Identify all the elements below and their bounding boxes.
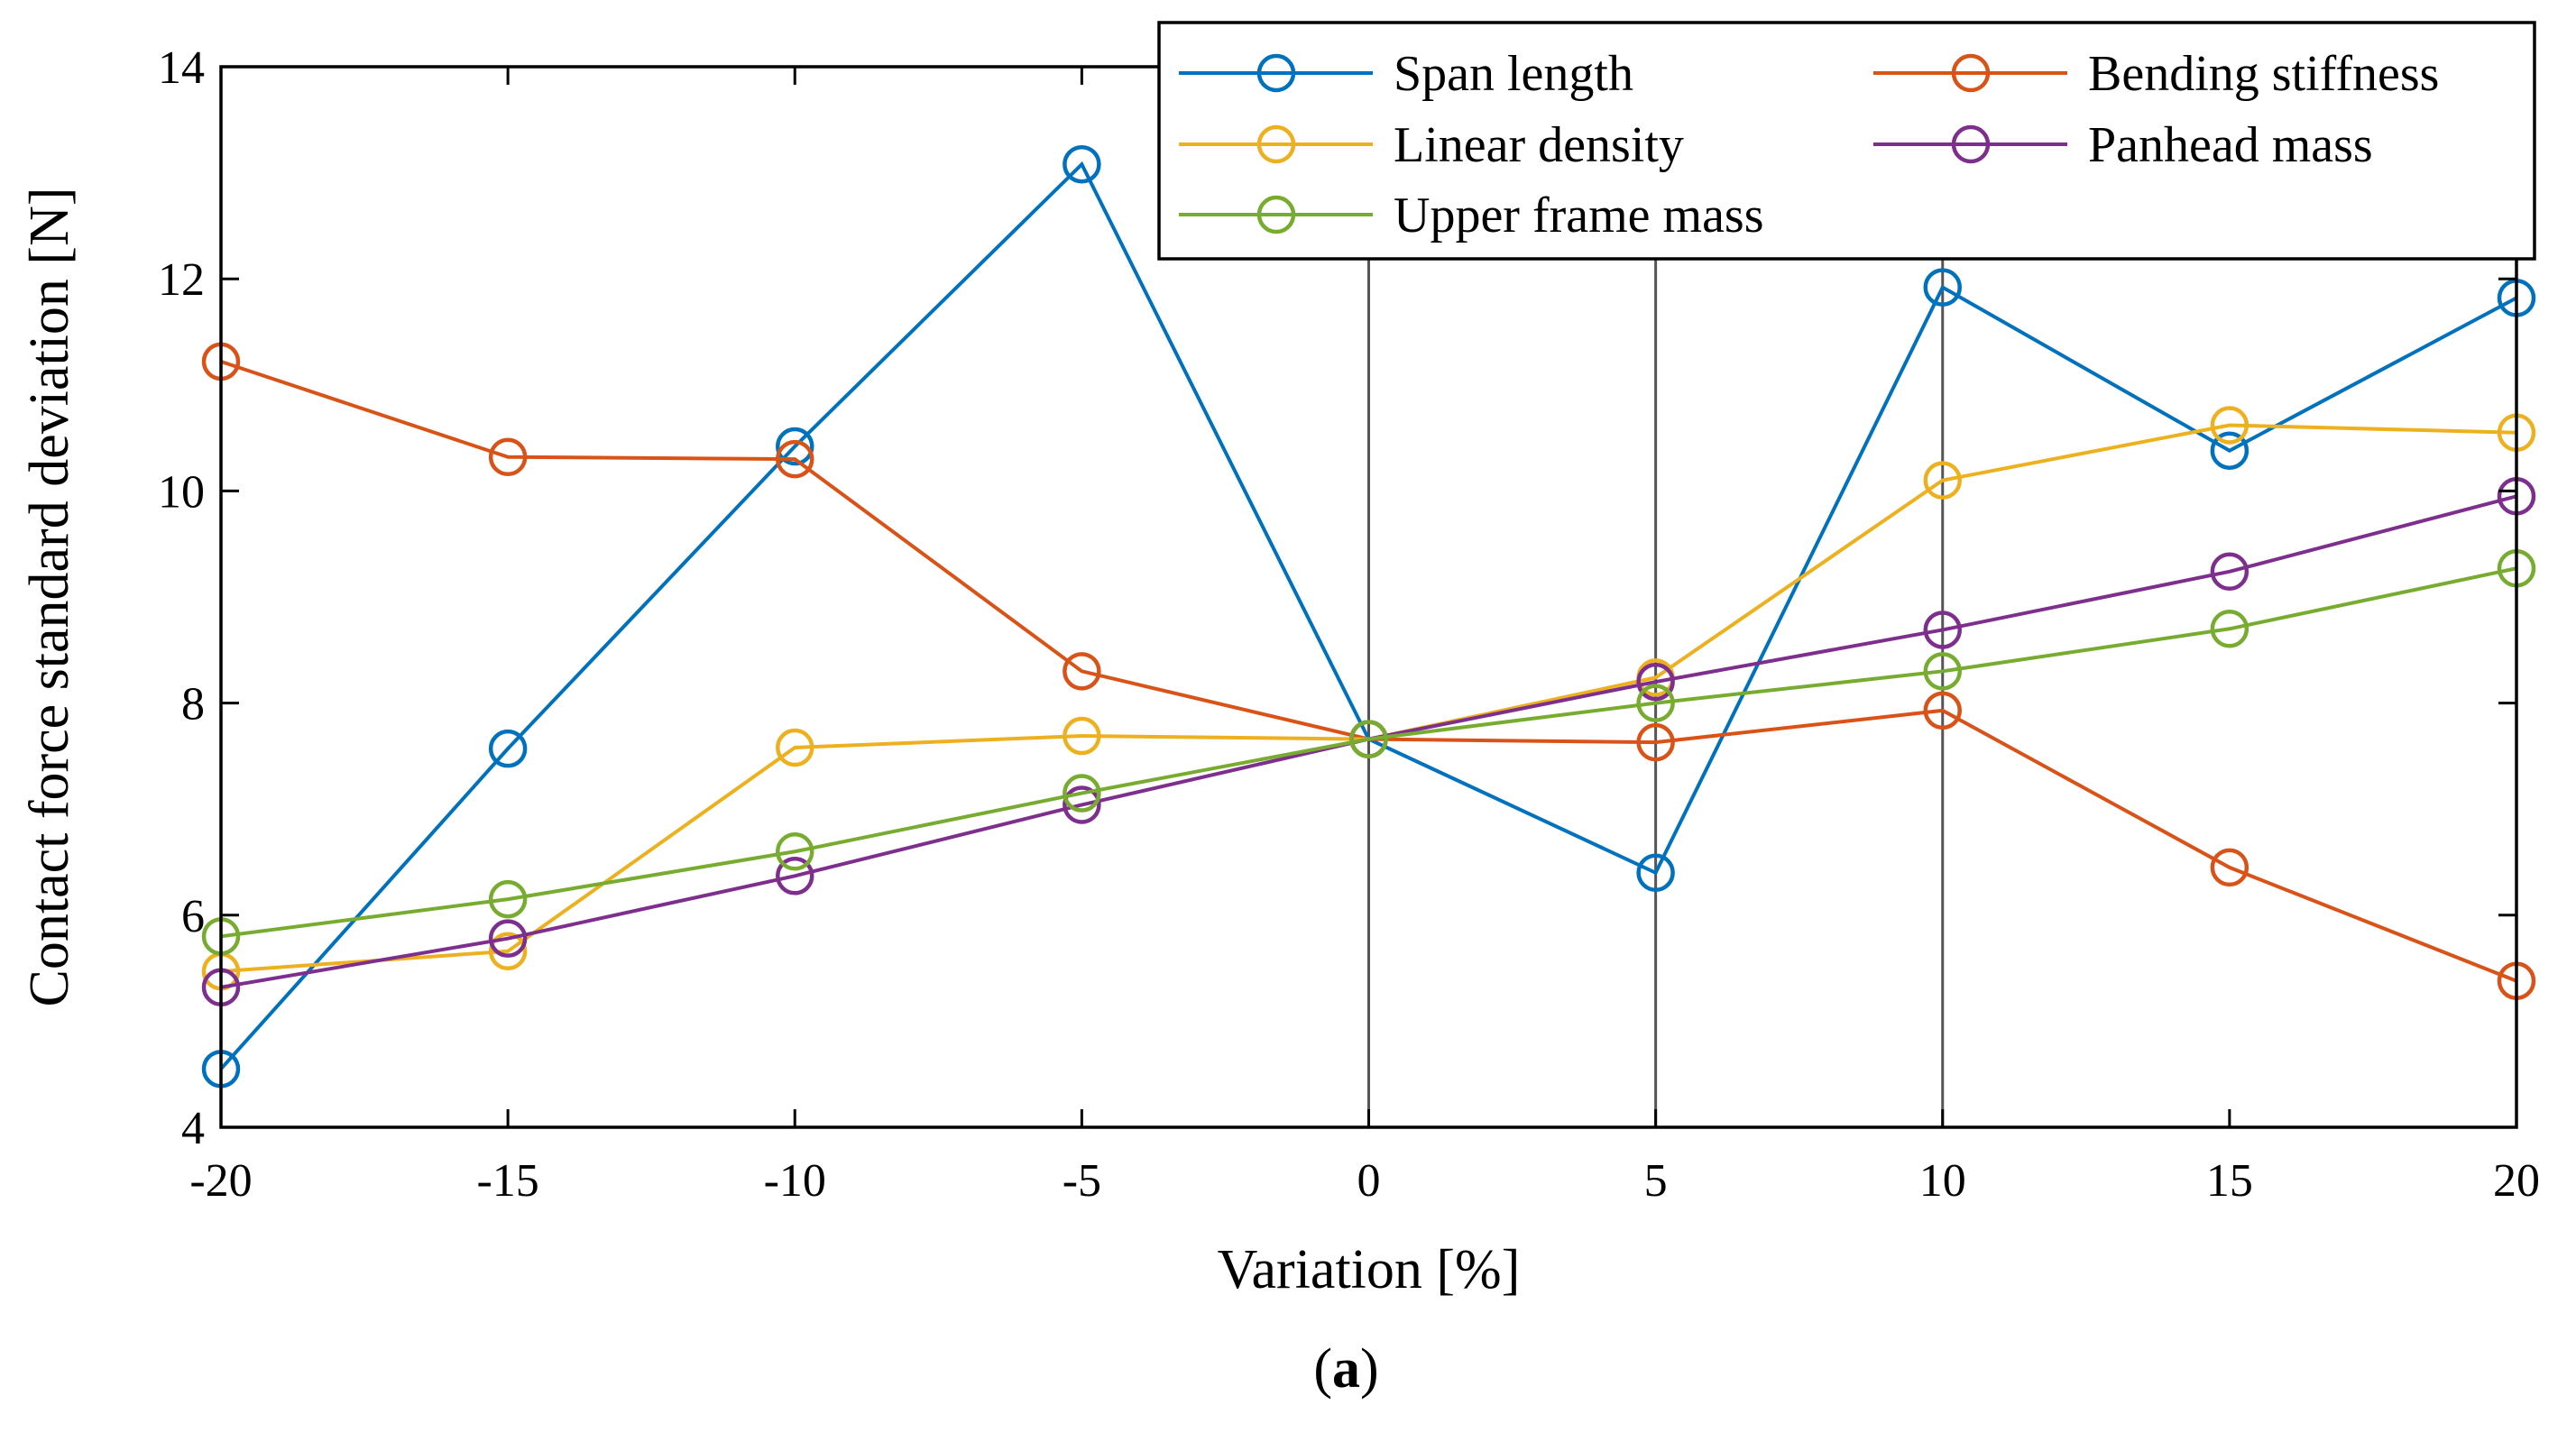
data-point bbox=[488, 919, 528, 958]
legend-swatch-marker bbox=[1256, 53, 1296, 93]
data-point bbox=[2210, 431, 2249, 470]
y-tick-label: 6 bbox=[181, 891, 205, 942]
axes: -20 -15 -10 -5 0 5 10 15 20 4 6 8 10 12 14 bbox=[158, 42, 2540, 1207]
data-point bbox=[488, 879, 528, 919]
data-point bbox=[1063, 144, 1101, 184]
x-tick-label: -10 bbox=[764, 1155, 826, 1207]
x-tick-label: 20 bbox=[2493, 1155, 2540, 1207]
caption-letter: a bbox=[1332, 1338, 1360, 1400]
data-point bbox=[776, 427, 814, 466]
data-point bbox=[1063, 716, 1101, 756]
x-tick-label: 10 bbox=[1919, 1155, 1966, 1207]
axis-labels: Variation [%] Contact force standard dev… bbox=[19, 188, 1520, 1401]
data-series bbox=[201, 144, 2536, 1088]
data-point bbox=[776, 728, 814, 767]
y-tick-label: 10 bbox=[158, 466, 205, 518]
data-point bbox=[2210, 552, 2249, 592]
data-point bbox=[776, 831, 814, 871]
legend-label: Span length bbox=[1394, 46, 1633, 102]
legend-label: Upper frame mass bbox=[1394, 188, 1764, 243]
data-point bbox=[1063, 785, 1101, 824]
series-line bbox=[220, 566, 2517, 939]
data-point bbox=[1923, 268, 1962, 307]
legend-box bbox=[1157, 21, 2536, 261]
data-point bbox=[1923, 611, 1962, 649]
data-point bbox=[488, 932, 528, 971]
caption-open: ( bbox=[1313, 1338, 1332, 1400]
legend-item: Linear density bbox=[1179, 117, 1684, 173]
legend-item: Bending stiffness bbox=[1873, 46, 2439, 102]
legend: Span length Bending stiffness Linear densi… bbox=[1157, 21, 2536, 261]
y-tick-label: 12 bbox=[158, 254, 205, 306]
y-tick-label: 8 bbox=[181, 679, 205, 730]
data-point bbox=[488, 729, 528, 768]
y-axis-title: Contact force standard deviation [N] bbox=[19, 188, 80, 1007]
legend-item: Span length bbox=[1179, 46, 1633, 102]
legend-swatch-marker bbox=[1256, 195, 1296, 234]
data-point bbox=[1636, 853, 1675, 893]
legend-label: Linear density bbox=[1394, 117, 1684, 173]
legend-label: Panhead mass bbox=[2088, 117, 2373, 173]
y-tick-label: 4 bbox=[181, 1103, 205, 1154]
data-point bbox=[776, 439, 814, 479]
data-point bbox=[2210, 610, 2249, 648]
x-tick-label: -20 bbox=[189, 1155, 252, 1207]
legend-swatch-marker bbox=[1256, 124, 1296, 164]
x-tick-label: 15 bbox=[2206, 1155, 2253, 1207]
figure-caption: (a) bbox=[1313, 1338, 1378, 1400]
legend-swatch-marker bbox=[1951, 53, 1991, 93]
series-upper-frame-mass bbox=[201, 548, 2536, 956]
data-point bbox=[1063, 652, 1101, 691]
data-point bbox=[2210, 406, 2249, 445]
x-axis-title: Variation [%] bbox=[1218, 1239, 1521, 1300]
y-tick-label: 14 bbox=[158, 42, 205, 94]
data-point bbox=[1636, 684, 1675, 722]
data-point bbox=[1636, 722, 1675, 762]
data-point bbox=[1636, 662, 1675, 702]
data-point bbox=[1063, 774, 1101, 813]
data-point bbox=[1923, 461, 1962, 500]
data-point bbox=[1923, 652, 1962, 691]
data-point bbox=[1349, 720, 1388, 758]
data-point bbox=[2210, 848, 2249, 887]
legend-item: Upper frame mass bbox=[1179, 188, 1764, 243]
data-point bbox=[776, 857, 814, 896]
data-point bbox=[1923, 691, 1962, 730]
data-point bbox=[488, 437, 528, 477]
legend-label: Bending stiffness bbox=[2088, 46, 2439, 102]
x-tick-label: -15 bbox=[476, 1155, 538, 1207]
x-tick-label: -5 bbox=[1063, 1155, 1101, 1207]
caption-close: ) bbox=[1360, 1338, 1379, 1400]
x-tick-label: 5 bbox=[1644, 1155, 1668, 1207]
legend-swatch-marker bbox=[1951, 124, 1991, 164]
legend-item: Panhead mass bbox=[1873, 117, 2373, 173]
x-tick-label: 0 bbox=[1357, 1155, 1381, 1207]
